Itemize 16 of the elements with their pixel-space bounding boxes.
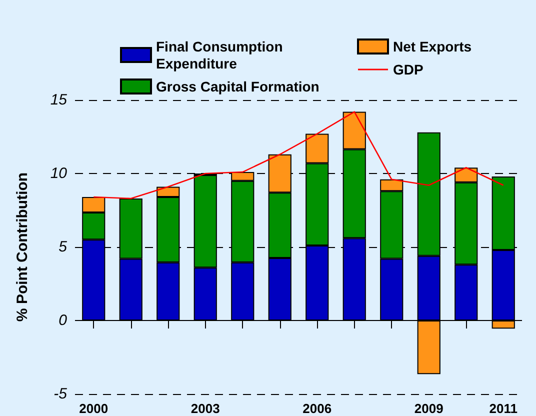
- x-tick-label: 2006: [302, 401, 332, 416]
- line-series: [92, 111, 504, 200]
- x-tick-label: 2011: [489, 401, 518, 416]
- y-tick-label: -5: [54, 386, 68, 402]
- y-tick-label: 15: [50, 92, 68, 108]
- y-axis-title: % Point Contribution: [14, 172, 31, 322]
- x-tick-label: 2009: [414, 401, 444, 416]
- legend-label: Net Exports: [393, 38, 472, 54]
- x-tick-label: 2003: [190, 401, 220, 416]
- y-tick-label: 10: [50, 165, 68, 182]
- y-tick-label: 0: [58, 312, 68, 329]
- x-tick-label: 2000: [79, 401, 108, 416]
- legend-label: Gross Capital Formation: [156, 78, 320, 94]
- legend-label: GDP: [393, 62, 424, 78]
- legend-label: Final Consumption Expenditure: [156, 38, 287, 72]
- y-tick-label: 5: [58, 238, 68, 256]
